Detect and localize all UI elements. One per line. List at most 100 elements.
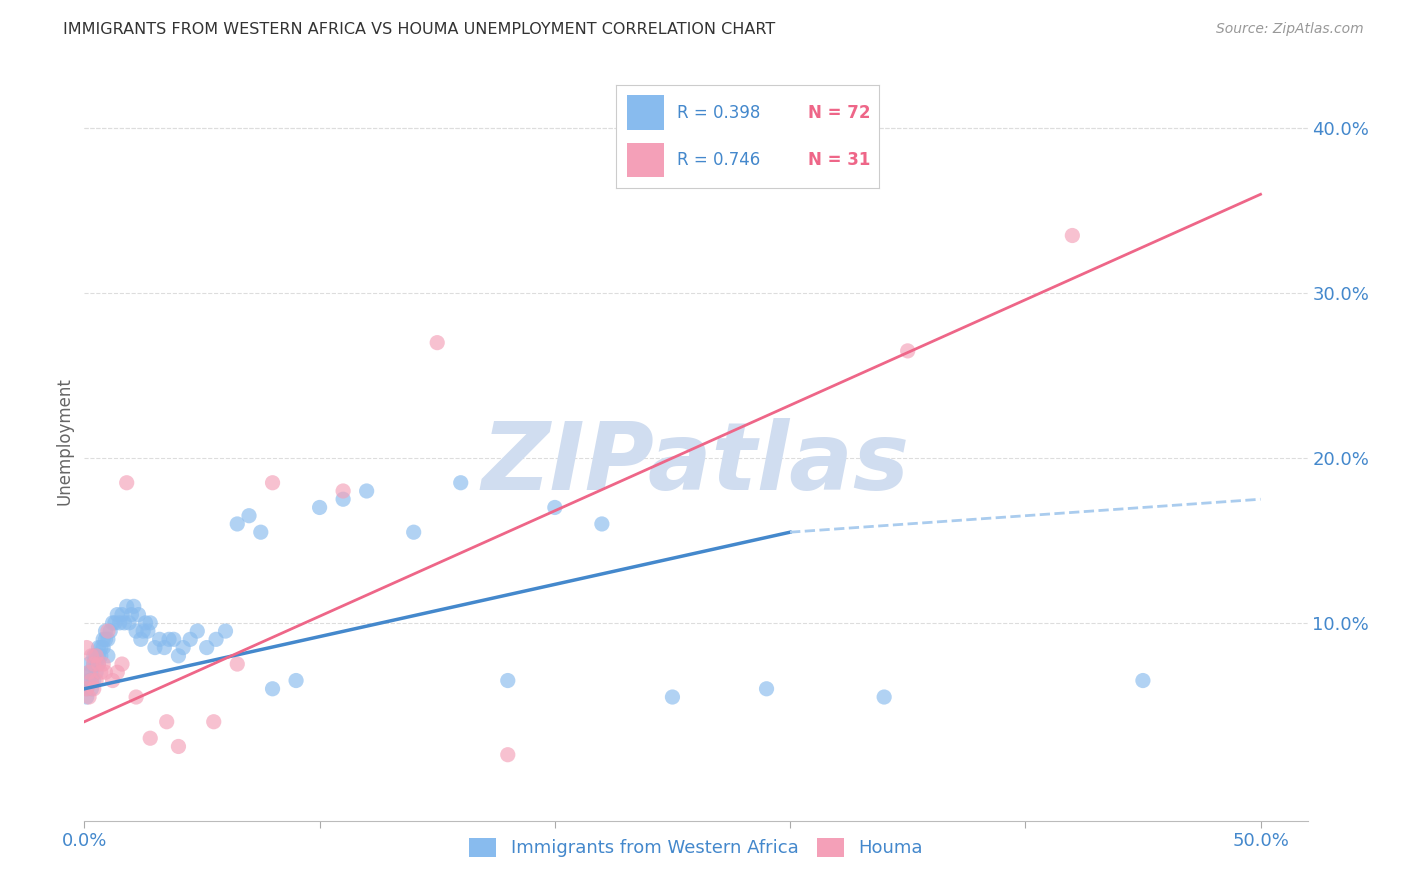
Point xyxy=(77,690,100,704)
Point xyxy=(135,615,157,630)
Point xyxy=(112,615,135,630)
Point xyxy=(496,747,519,762)
Point xyxy=(356,483,378,498)
Point xyxy=(87,657,110,671)
Point xyxy=(120,607,142,622)
Point xyxy=(167,739,190,754)
Point xyxy=(1132,673,1154,688)
Point xyxy=(84,657,107,671)
Point xyxy=(661,690,683,704)
Point xyxy=(90,640,112,655)
Point xyxy=(101,673,124,688)
Point xyxy=(87,648,110,663)
Point xyxy=(332,483,354,498)
Point xyxy=(163,632,186,647)
Point xyxy=(132,624,155,639)
Point xyxy=(87,640,110,655)
Point xyxy=(136,624,159,639)
Point xyxy=(755,681,778,696)
Point xyxy=(214,624,236,639)
Point xyxy=(179,632,201,647)
Point xyxy=(127,607,149,622)
Text: IMMIGRANTS FROM WESTERN AFRICA VS HOUMA UNEMPLOYMENT CORRELATION CHART: IMMIGRANTS FROM WESTERN AFRICA VS HOUMA … xyxy=(63,22,776,37)
Point xyxy=(143,640,166,655)
Point xyxy=(156,714,179,729)
Point xyxy=(285,673,308,688)
Point xyxy=(308,500,330,515)
Legend: Immigrants from Western Africa, Houma: Immigrants from Western Africa, Houma xyxy=(463,830,929,864)
Point xyxy=(83,673,105,688)
Point xyxy=(226,516,249,531)
Point xyxy=(84,648,107,663)
Point xyxy=(105,607,128,622)
Point xyxy=(77,673,100,688)
Point xyxy=(118,615,141,630)
Point xyxy=(897,343,920,358)
Point xyxy=(129,632,152,647)
Point xyxy=(76,690,98,704)
Point xyxy=(262,475,284,490)
Point xyxy=(76,681,98,696)
Point xyxy=(104,615,127,630)
Point xyxy=(80,673,103,688)
Point xyxy=(402,525,425,540)
Point xyxy=(80,681,103,696)
Point xyxy=(105,665,128,680)
Y-axis label: Unemployment: Unemployment xyxy=(55,377,73,506)
Point xyxy=(139,731,162,746)
Point xyxy=(101,615,124,630)
Point xyxy=(450,475,472,490)
Point xyxy=(115,599,138,614)
Text: ZIPatlas: ZIPatlas xyxy=(482,418,910,510)
Point xyxy=(83,657,105,671)
Point xyxy=(94,632,117,647)
Point xyxy=(149,632,172,647)
Point xyxy=(111,607,134,622)
Point xyxy=(76,640,98,655)
Point xyxy=(238,508,260,523)
Point xyxy=(76,681,98,696)
Point xyxy=(80,673,103,688)
Point xyxy=(153,640,176,655)
Point xyxy=(202,714,225,729)
Point xyxy=(84,648,107,663)
Point xyxy=(332,492,354,507)
Point xyxy=(97,648,120,663)
Point xyxy=(139,615,162,630)
Point xyxy=(80,665,103,680)
Point xyxy=(122,599,145,614)
Point xyxy=(226,657,249,671)
Point xyxy=(157,632,180,647)
Point xyxy=(91,640,114,655)
Point xyxy=(125,690,148,704)
Point xyxy=(115,475,138,490)
Point xyxy=(544,500,567,515)
Point xyxy=(496,673,519,688)
Point xyxy=(77,657,100,671)
Point xyxy=(77,665,100,680)
Point xyxy=(591,516,613,531)
Point xyxy=(90,665,112,680)
Point xyxy=(84,665,107,680)
Point xyxy=(77,665,100,680)
Point xyxy=(97,624,120,639)
Point xyxy=(83,648,105,663)
Point xyxy=(262,681,284,696)
Point xyxy=(94,665,117,680)
Point xyxy=(111,657,134,671)
Point xyxy=(186,624,208,639)
Point xyxy=(98,624,121,639)
Point xyxy=(195,640,218,655)
Point xyxy=(125,624,148,639)
Point xyxy=(80,648,103,663)
Point xyxy=(172,640,194,655)
Point xyxy=(91,657,114,671)
Point xyxy=(108,615,131,630)
Text: Source: ZipAtlas.com: Source: ZipAtlas.com xyxy=(1216,22,1364,37)
Point xyxy=(90,648,112,663)
Point xyxy=(167,648,190,663)
Point xyxy=(426,335,449,350)
Point xyxy=(97,632,120,647)
Point xyxy=(83,657,105,671)
Point xyxy=(873,690,896,704)
